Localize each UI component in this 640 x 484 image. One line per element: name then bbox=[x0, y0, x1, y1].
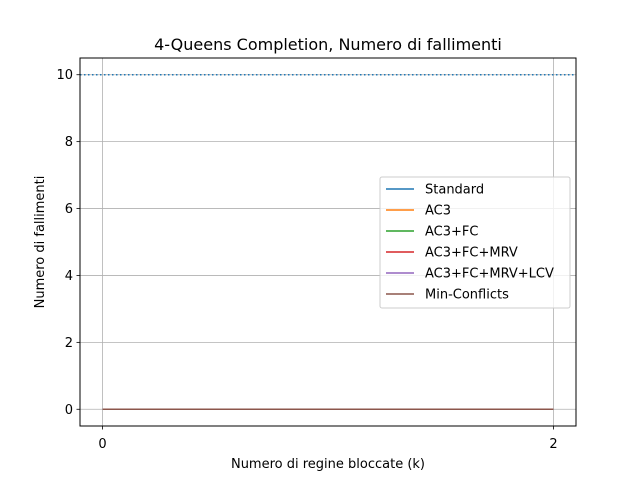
y-tick-label: 8 bbox=[65, 135, 73, 150]
legend-label: Standard bbox=[425, 183, 484, 198]
y-tick-label: 10 bbox=[56, 68, 73, 83]
legend-label: Min-Conflicts bbox=[425, 288, 509, 303]
axis-ticks: 0 2 4 6 8 10 0 2 bbox=[56, 68, 557, 452]
plot-frame bbox=[79, 57, 577, 427]
legend-label: AC3+FC+MRV+LCV bbox=[425, 267, 554, 282]
legend: Standard AC3 AC3+FC AC3+FC+MRV AC3+FC+MRV+LC… bbox=[379, 176, 571, 309]
x-tick-label: 2 bbox=[549, 437, 557, 452]
x-tick-label: 0 bbox=[98, 437, 106, 452]
legend-box bbox=[379, 176, 571, 309]
y-tick-label: 2 bbox=[65, 336, 73, 351]
legend-label: AC3 bbox=[425, 204, 451, 219]
y-tick-label: 4 bbox=[65, 269, 73, 284]
chart-title: 4-Queens Completion, Numero di falliment… bbox=[154, 35, 502, 54]
x-axis-label: Numero di regine bloccate (k) bbox=[231, 457, 425, 472]
legend-label: AC3+FC bbox=[425, 225, 478, 240]
y-axis-label: Numero di fallimenti bbox=[33, 176, 48, 309]
y-tick-label: 6 bbox=[65, 202, 73, 217]
legend-label: AC3+FC+MRV bbox=[425, 246, 518, 261]
y-tick-label: 0 bbox=[65, 403, 73, 418]
